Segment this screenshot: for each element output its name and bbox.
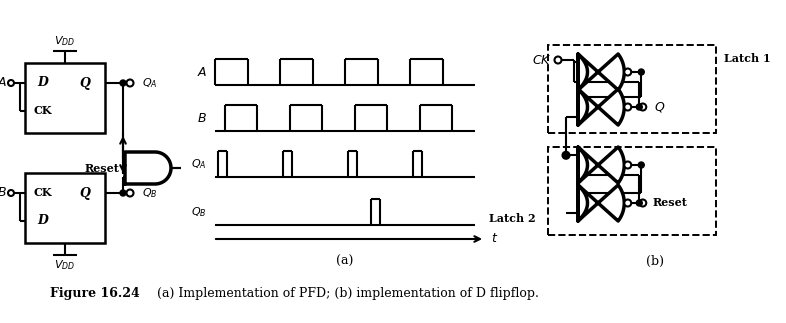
Text: D: D bbox=[38, 77, 49, 89]
Text: Reset: Reset bbox=[84, 162, 119, 173]
Text: Figure 16.24: Figure 16.24 bbox=[50, 287, 140, 299]
Text: $V_{DD}$: $V_{DD}$ bbox=[54, 34, 75, 48]
Polygon shape bbox=[578, 89, 624, 125]
Circle shape bbox=[120, 190, 126, 196]
Circle shape bbox=[638, 162, 645, 168]
Text: $Q_B$: $Q_B$ bbox=[192, 205, 207, 219]
Circle shape bbox=[639, 200, 646, 206]
Text: $V_{DD}$: $V_{DD}$ bbox=[54, 258, 75, 272]
Text: $CK$: $CK$ bbox=[532, 54, 552, 67]
Text: (b): (b) bbox=[646, 255, 664, 267]
Circle shape bbox=[127, 79, 134, 87]
Circle shape bbox=[624, 162, 631, 169]
Circle shape bbox=[624, 103, 631, 110]
Bar bbox=[25, 63, 105, 133]
Polygon shape bbox=[578, 54, 624, 90]
Circle shape bbox=[636, 200, 642, 206]
Text: CK: CK bbox=[34, 187, 52, 199]
Circle shape bbox=[127, 190, 134, 196]
Text: D: D bbox=[38, 214, 49, 227]
Circle shape bbox=[563, 152, 569, 158]
Text: Q: Q bbox=[79, 77, 90, 89]
Circle shape bbox=[554, 57, 561, 64]
Text: $Q_A$: $Q_A$ bbox=[192, 157, 207, 171]
Bar bbox=[25, 173, 105, 243]
Text: Q: Q bbox=[79, 186, 90, 200]
Text: $Q_B$: $Q_B$ bbox=[142, 186, 158, 200]
Circle shape bbox=[639, 103, 646, 110]
Polygon shape bbox=[578, 147, 624, 183]
Circle shape bbox=[624, 68, 631, 76]
Text: (a): (a) bbox=[336, 255, 354, 267]
Text: Reset: Reset bbox=[652, 197, 687, 209]
Text: $t$: $t$ bbox=[491, 233, 498, 245]
Text: Latch 2: Latch 2 bbox=[490, 214, 536, 224]
Circle shape bbox=[638, 69, 645, 75]
Text: Latch 1: Latch 1 bbox=[724, 54, 770, 65]
Text: $A$: $A$ bbox=[0, 77, 7, 89]
Circle shape bbox=[636, 104, 642, 110]
Text: $Q_A$: $Q_A$ bbox=[142, 76, 157, 90]
Circle shape bbox=[8, 190, 14, 196]
Circle shape bbox=[624, 200, 631, 206]
Text: $Q$: $Q$ bbox=[654, 100, 666, 114]
Text: (a) Implementation of PFD; (b) implementation of D flipflop.: (a) Implementation of PFD; (b) implement… bbox=[145, 287, 539, 299]
Text: $B$: $B$ bbox=[197, 111, 207, 124]
Bar bbox=[548, 45, 716, 133]
Polygon shape bbox=[125, 152, 171, 184]
Circle shape bbox=[120, 80, 126, 86]
Polygon shape bbox=[578, 185, 624, 221]
Text: $A$: $A$ bbox=[196, 66, 207, 78]
Circle shape bbox=[8, 80, 14, 86]
Circle shape bbox=[563, 152, 570, 159]
Text: CK: CK bbox=[34, 106, 52, 117]
Text: $B$: $B$ bbox=[0, 186, 7, 200]
Bar bbox=[548, 147, 716, 235]
